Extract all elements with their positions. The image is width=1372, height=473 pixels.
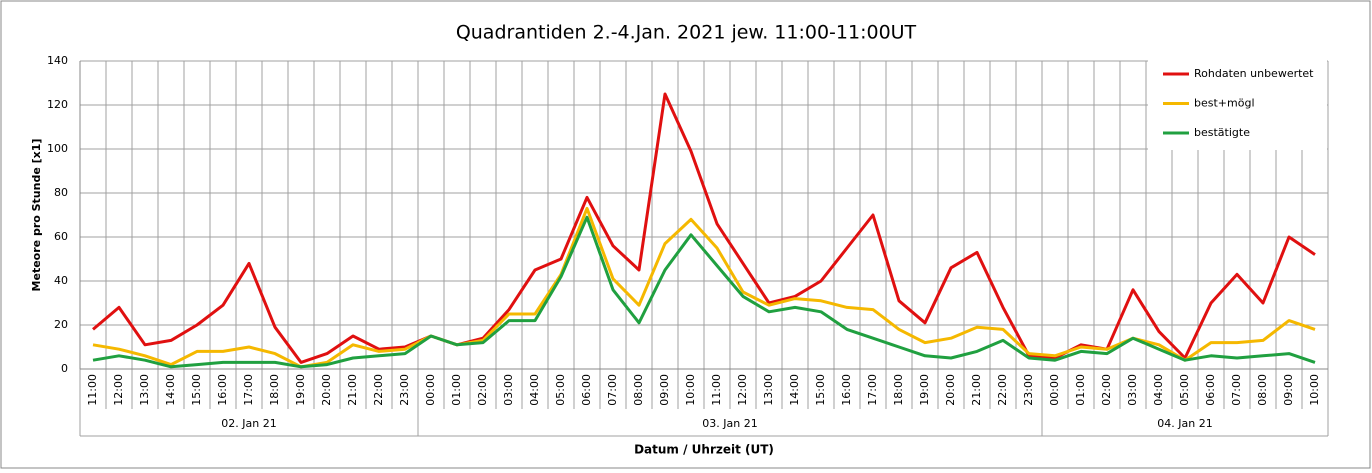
x-tick-label: 22:00 [372,374,385,406]
series-line [92,215,1316,369]
y-tick-label: 20 [54,318,68,331]
x-tick-label: 16:00 [840,374,853,406]
x-tick-label: 18:00 [892,374,905,406]
x-tick-label: 13:00 [138,374,151,406]
y-tick-label: 60 [54,230,68,243]
x-tick-label: 11:00 [86,374,99,406]
x-tick-label: 08:00 [1256,374,1269,406]
x-tick-label: 07:00 [606,374,619,406]
x-tick-label: 17:00 [242,374,255,406]
x-tick-label: 19:00 [294,374,307,406]
group-label: 03. Jan 21 [702,417,757,430]
x-tick-label: 20:00 [944,374,957,406]
x-tick-label: 07:00 [1230,374,1243,406]
x-tick-label: 10:00 [684,374,697,406]
x-tick-label: 09:00 [658,374,671,406]
x-tick-label: 00:00 [424,374,437,406]
x-tick-label: 04:00 [528,374,541,406]
x-tick-label: 01:00 [450,374,463,406]
x-tick-label: 12:00 [112,374,125,406]
x-tick-label: 21:00 [970,374,983,406]
y-tick-label: 80 [54,186,68,199]
x-tick-label: 19:00 [918,374,931,406]
x-tick-label: 13:00 [762,374,775,406]
x-tick-label: 17:00 [866,374,879,406]
y-tick-label: 40 [54,274,68,287]
x-axis-label: Datum / Uhrzeit (UT) [634,443,774,457]
x-tick-label: 20:00 [320,374,333,406]
x-tick-label: 09:00 [1282,374,1295,406]
y-tick-label: 140 [47,54,68,67]
x-tick-label: 02:00 [476,374,489,406]
x-tick-label: 10:00 [1308,374,1321,406]
x-tick-label: 22:00 [996,374,1009,406]
x-tick-label: 14:00 [164,374,177,406]
legend-label: bestätigte [1194,126,1250,139]
y-axis-label: Meteore pro Stunde [x1] [30,139,43,292]
x-tick-label: 05:00 [554,374,567,406]
legend-label: Rohdaten unbewertet [1194,67,1314,80]
y-tick-label: 120 [47,98,68,111]
x-tick-label: 03:00 [1126,374,1139,406]
x-tick-label: 23:00 [398,374,411,406]
x-tick-label: 21:00 [346,374,359,406]
x-tick-label: 02:00 [1100,374,1113,406]
x-tick-label: 23:00 [1022,374,1035,406]
x-tick-label: 00:00 [1048,374,1061,406]
chart-title: Quadrantiden 2.-4.Jan. 2021 jew. 11:00-1… [456,22,917,44]
x-tick-label: 15:00 [814,374,827,406]
y-tick-label: 100 [47,142,68,155]
group-label: 04. Jan 21 [1157,417,1212,430]
x-tick-label: 05:00 [1178,374,1191,406]
x-tick-label: 12:00 [736,374,749,406]
x-tick-label: 15:00 [190,374,203,406]
x-tick-label: 14:00 [788,374,801,406]
x-tick-label: 11:00 [710,374,723,406]
x-tick-label: 16:00 [216,374,229,406]
group-label: 02. Jan 21 [221,417,276,430]
x-tick-label: 01:00 [1074,374,1087,406]
x-tick-label: 18:00 [268,374,281,406]
y-tick-label: 0 [61,362,68,375]
x-tick-label: 04:00 [1152,374,1165,406]
x-tick-label: 06:00 [580,374,593,406]
x-tick-label: 06:00 [1204,374,1217,406]
series-line [92,92,1316,364]
x-tick-label: 08:00 [632,374,645,406]
legend-label: best+mögl [1194,97,1255,110]
x-tick-label: 03:00 [502,374,515,406]
